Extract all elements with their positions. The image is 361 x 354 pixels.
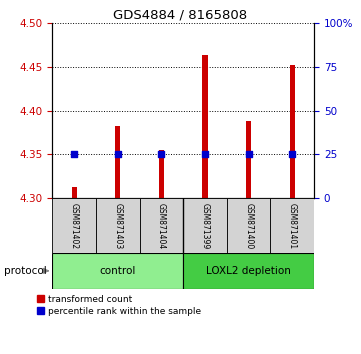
Text: GDS4884 / 8165808: GDS4884 / 8165808 (113, 9, 248, 22)
Point (115, 152, 121, 157)
Text: GSM871400: GSM871400 (244, 202, 253, 249)
Point (202, 152, 208, 157)
Bar (71, 187, 77, 198)
Text: LOXL2 depletion: LOXL2 depletion (206, 266, 291, 276)
Bar (52, 253, 183, 289)
Point (158, 152, 164, 157)
Bar (115, 126, 121, 198)
Bar (140, 198, 183, 253)
Bar (246, 121, 251, 198)
Bar (290, 65, 295, 198)
Bar (96, 198, 140, 253)
Bar (183, 253, 314, 289)
Bar (52, 198, 96, 253)
Point (290, 152, 295, 157)
Text: protocol: protocol (4, 266, 46, 276)
Bar (270, 198, 314, 253)
Point (71, 152, 77, 157)
Text: GSM871399: GSM871399 (200, 202, 209, 249)
Point (246, 152, 252, 157)
Bar (159, 150, 164, 198)
Text: GSM871402: GSM871402 (70, 202, 79, 249)
Bar (203, 56, 208, 198)
Text: GSM871404: GSM871404 (157, 202, 166, 249)
Legend: transformed count, percentile rank within the sample: transformed count, percentile rank withi… (37, 295, 201, 315)
Text: GSM871401: GSM871401 (288, 202, 297, 249)
Bar (227, 198, 270, 253)
Text: GSM871403: GSM871403 (113, 202, 122, 249)
Bar (183, 198, 227, 253)
Text: control: control (100, 266, 136, 276)
